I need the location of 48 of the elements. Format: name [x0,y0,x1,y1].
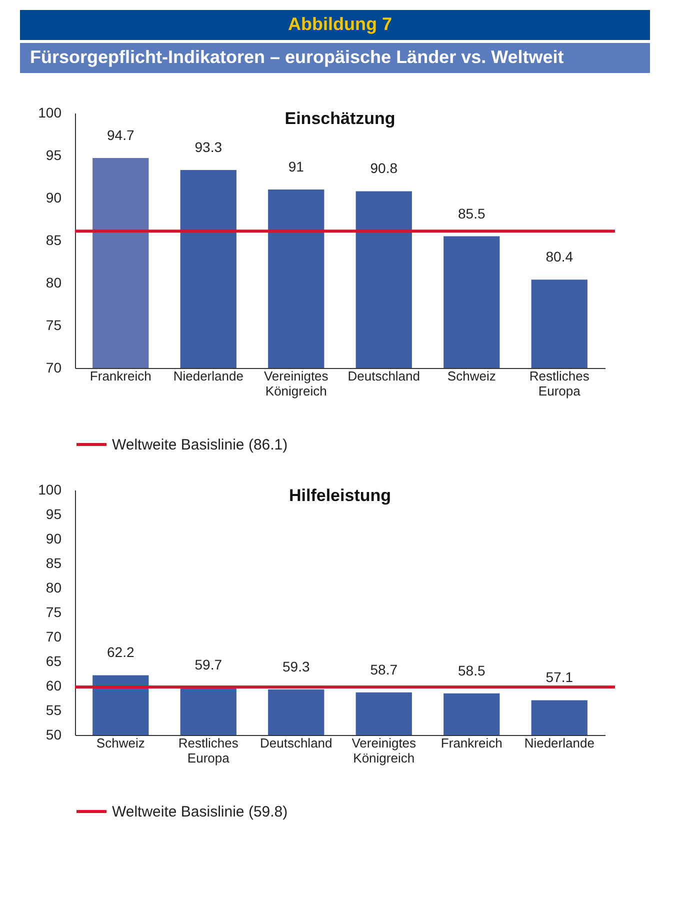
x-tick-label: Vereinigtes Königreich [264,368,329,398]
y-tick-label: 90 [46,190,62,206]
y-tick-label: 65 [46,653,62,669]
y-tick-label: 70 [46,628,62,644]
x-tick-label: Deutschland [348,368,420,384]
y-tick-label: 75 [46,604,62,620]
y-tick-label: 60 [46,678,62,694]
y-tick-label: 80 [46,580,62,596]
x-tick-label: Schweiz [96,736,145,750]
data-label: 58.5 [458,662,486,678]
y-tick-label: 100 [38,482,62,498]
data-label: 94.7 [107,127,134,144]
x-tick-label: Frankreich [90,368,152,384]
chart-title: Hilfeleistung [288,486,392,505]
x-tick-label: Vereinigtes Königreich [352,736,417,766]
y-tick-label: 100 [38,104,62,120]
y-tick-label: 55 [46,702,62,718]
y-tick-label: 75 [46,317,62,333]
data-label: 93.3 [194,138,222,155]
text: Abbildung 7 [288,14,392,34]
data-label: 62.2 [107,644,134,660]
y-tick-label: 85 [46,232,62,248]
data-label: 91 [288,158,304,174]
legend-label: Weltweite Basislinie (86.1) [112,436,288,454]
x-tick-label: Restliches Europa [178,736,239,766]
data-label: 58.7 [370,661,398,678]
text: Fürsorgepflicht-Indikatoren – europäische Länder vs. Weltweit [30,47,564,67]
data-label: 59.3 [282,658,310,674]
data-label: 57.1 [546,669,574,686]
data-label: 85.5 [458,205,486,222]
y-tick-label: 95 [46,506,62,522]
x-tick-label: Niederlande [524,736,594,750]
data-label: 90.8 [370,160,398,176]
x-tick-label: Deutschland [260,736,332,750]
x-tick-label: Niederlande [173,368,244,384]
y-tick-label: 70 [46,360,62,376]
x-tick-label: Frankreich [440,736,502,750]
y-tick-label: 95 [46,147,62,163]
legend-label: Weltweite Basislinie (59.8) [112,804,288,820]
y-tick-label: 90 [46,530,62,546]
data-label: 59.7 [194,656,222,672]
data-label: 80.4 [546,248,574,265]
chart-title: Einschätzung [284,109,396,128]
y-tick-label: 80 [46,274,62,290]
x-tick-label: Restliches Europa [529,368,590,398]
y-tick-label: 85 [46,555,62,571]
x-tick-label: Schweiz [447,368,496,384]
y-tick-label: 50 [46,726,62,742]
